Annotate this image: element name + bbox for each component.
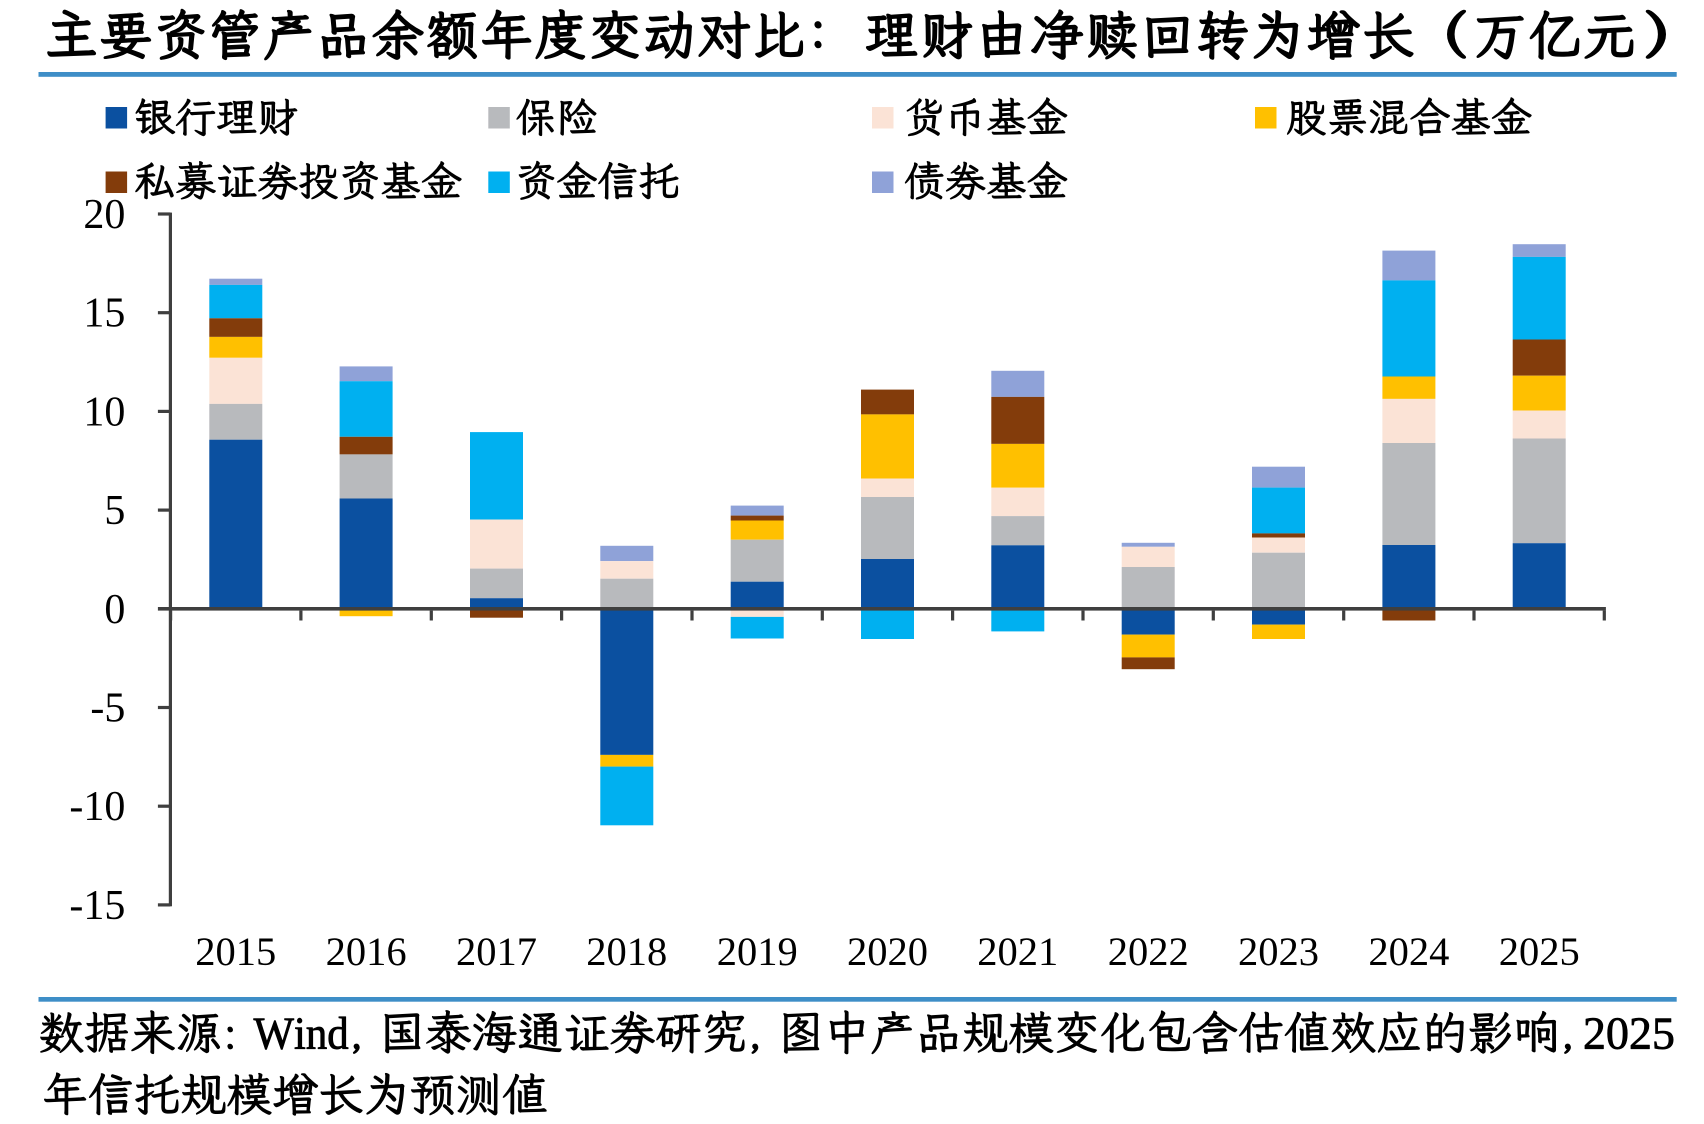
svg-text:-15: -15 — [69, 883, 125, 929]
svg-text:2021: 2021 — [977, 929, 1058, 974]
svg-text:2020: 2020 — [847, 929, 928, 974]
svg-text:2017: 2017 — [456, 929, 537, 974]
svg-text:2016: 2016 — [326, 929, 407, 974]
svg-text:-10: -10 — [69, 784, 125, 830]
svg-text:2024: 2024 — [1368, 929, 1449, 974]
svg-text:2018: 2018 — [586, 929, 667, 974]
svg-text:-5: -5 — [90, 686, 125, 732]
svg-text:15: 15 — [83, 291, 125, 337]
svg-text:10: 10 — [83, 389, 125, 435]
svg-text:2019: 2019 — [717, 929, 798, 974]
svg-text:20: 20 — [83, 192, 125, 238]
svg-text:2022: 2022 — [1108, 929, 1189, 974]
svg-text:2023: 2023 — [1238, 929, 1319, 974]
svg-text:2025: 2025 — [1499, 929, 1580, 974]
svg-text:2015: 2015 — [195, 929, 276, 974]
svg-text:5: 5 — [104, 488, 125, 534]
svg-text:0: 0 — [104, 587, 125, 633]
